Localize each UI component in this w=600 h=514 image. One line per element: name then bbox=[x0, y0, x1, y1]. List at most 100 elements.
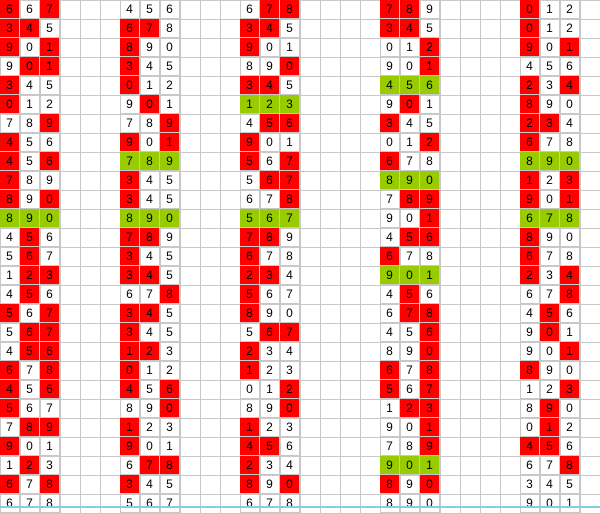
grid-cell: 4 bbox=[0, 380, 20, 399]
grid-cell: 8 bbox=[560, 209, 580, 228]
grid-cell: 8 bbox=[240, 304, 260, 323]
grid-cell: 6 bbox=[560, 437, 580, 456]
grid-cell: 6 bbox=[120, 456, 140, 475]
grid-cell: 1 bbox=[560, 190, 580, 209]
grid-cell: 2 bbox=[260, 418, 280, 437]
grid-cell: 4 bbox=[120, 380, 140, 399]
grid-cell: 7 bbox=[160, 494, 180, 513]
grid-cell: 0 bbox=[140, 133, 160, 152]
grid-cell: 0 bbox=[240, 380, 260, 399]
grid-cell: 9 bbox=[0, 38, 20, 57]
grid-cell: 4 bbox=[140, 171, 160, 190]
grid-cell: 6 bbox=[240, 494, 260, 513]
grid-cell: 4 bbox=[0, 342, 20, 361]
grid-cell: 3 bbox=[160, 342, 180, 361]
grid-cell: 1 bbox=[560, 323, 580, 342]
grid-cell: 7 bbox=[0, 171, 20, 190]
grid-cell: 2 bbox=[560, 0, 580, 19]
grid-cell: 3 bbox=[380, 19, 400, 38]
grid-cell: 4 bbox=[140, 475, 160, 494]
grid-cell: 3 bbox=[40, 266, 60, 285]
grid-cell: 3 bbox=[260, 342, 280, 361]
grid-cell: 7 bbox=[40, 247, 60, 266]
grid-cell: 3 bbox=[120, 247, 140, 266]
grid-cell: 8 bbox=[560, 133, 580, 152]
grid-cell: 0 bbox=[560, 152, 580, 171]
grid-cell: 2 bbox=[240, 266, 260, 285]
grid-cell: 8 bbox=[40, 475, 60, 494]
grid-cell: 0 bbox=[420, 475, 440, 494]
grid-cell: 6 bbox=[420, 228, 440, 247]
grid-cell: 2 bbox=[240, 456, 260, 475]
grid-cell: 1 bbox=[380, 399, 400, 418]
grid-cell: 1 bbox=[520, 380, 540, 399]
grid-cell: 0 bbox=[420, 494, 440, 513]
grid-cell: 8 bbox=[260, 228, 280, 247]
grid-cell: 9 bbox=[520, 190, 540, 209]
grid-cell: 9 bbox=[20, 190, 40, 209]
grid-cell: 4 bbox=[540, 475, 560, 494]
grid-cell: 3 bbox=[120, 266, 140, 285]
grid-cell: 9 bbox=[380, 95, 400, 114]
grid-cell: 0 bbox=[400, 95, 420, 114]
grid-cell: 6 bbox=[160, 380, 180, 399]
grid-cell: 8 bbox=[160, 285, 180, 304]
grid-cell: 4 bbox=[240, 437, 260, 456]
grid-cell: 9 bbox=[120, 133, 140, 152]
grid-cell: 0 bbox=[520, 0, 540, 19]
grid-cell: 5 bbox=[160, 171, 180, 190]
grid-cell: 4 bbox=[560, 114, 580, 133]
grid-cell: 0 bbox=[380, 38, 400, 57]
grid-cell: 0 bbox=[520, 418, 540, 437]
grid-cell: 9 bbox=[400, 342, 420, 361]
grid-cell: 0 bbox=[120, 361, 140, 380]
grid-cell: 6 bbox=[280, 114, 300, 133]
bottom-border-line bbox=[0, 506, 600, 508]
grid-cell: 6 bbox=[240, 190, 260, 209]
grid-cell: 5 bbox=[0, 304, 20, 323]
grid-cell: 0 bbox=[540, 494, 560, 513]
grid-cell: 2 bbox=[520, 76, 540, 95]
grid-cell: 8 bbox=[520, 95, 540, 114]
grid-cell: 9 bbox=[380, 456, 400, 475]
grid-cell: 0 bbox=[420, 342, 440, 361]
grid-cell: 7 bbox=[0, 114, 20, 133]
grid-cell: 6 bbox=[40, 133, 60, 152]
grid-cell: 7 bbox=[20, 475, 40, 494]
grid-cell: 2 bbox=[400, 399, 420, 418]
grid-cell: 1 bbox=[420, 95, 440, 114]
grid-cell: 9 bbox=[380, 57, 400, 76]
grid-cell: 2 bbox=[20, 266, 40, 285]
grid-cell: 7 bbox=[140, 456, 160, 475]
grid-cell: 4 bbox=[280, 266, 300, 285]
grid-cell: 5 bbox=[160, 190, 180, 209]
grid-cell: 0 bbox=[560, 95, 580, 114]
grid-cell: 8 bbox=[120, 38, 140, 57]
grid-cell: 9 bbox=[540, 361, 560, 380]
grid-cell: 7 bbox=[380, 0, 400, 19]
grid-cell: 9 bbox=[520, 323, 540, 342]
grid-cell: 9 bbox=[40, 171, 60, 190]
grid-cell: 7 bbox=[260, 0, 280, 19]
grid-cell: 6 bbox=[20, 247, 40, 266]
grid-cell: 2 bbox=[160, 361, 180, 380]
grid-cell: 2 bbox=[240, 342, 260, 361]
grid-cell: 2 bbox=[260, 361, 280, 380]
grid-cell: 9 bbox=[520, 38, 540, 57]
grid-cell: 1 bbox=[240, 361, 260, 380]
grid-cell: 8 bbox=[380, 494, 400, 513]
grid-cell: 8 bbox=[520, 361, 540, 380]
grid-cell: 9 bbox=[260, 304, 280, 323]
grid-cell: 9 bbox=[400, 171, 420, 190]
grid-cell: 5 bbox=[240, 171, 260, 190]
grid-cell: 9 bbox=[120, 437, 140, 456]
grid-cell: 0 bbox=[120, 76, 140, 95]
grid-cell: 6 bbox=[380, 247, 400, 266]
grid-cell: 4 bbox=[0, 152, 20, 171]
grid-cell: 9 bbox=[140, 209, 160, 228]
grid-cell: 6 bbox=[560, 57, 580, 76]
grid-cell: 8 bbox=[520, 228, 540, 247]
grid-cell: 7 bbox=[140, 19, 160, 38]
grid-cell: 8 bbox=[240, 475, 260, 494]
grid-cell: 5 bbox=[120, 494, 140, 513]
